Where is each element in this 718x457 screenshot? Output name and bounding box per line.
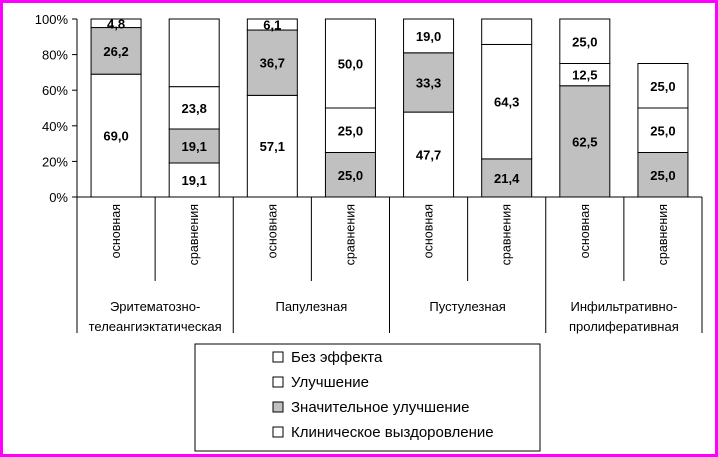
bar-segment: [637, 63, 689, 109]
bar-segment: [324, 18, 376, 109]
bar-segment: [246, 29, 298, 96]
legend-box: [194, 343, 541, 452]
y-tick-label: 0%: [49, 190, 68, 205]
bar-segment: [481, 18, 533, 45]
y-tick-label: 60%: [42, 83, 68, 98]
bar-category-label: основная: [265, 204, 279, 258]
data-label: 64,3: [494, 95, 519, 110]
y-tick-label: 80%: [42, 48, 68, 63]
group-label: телеангиэктатическая: [89, 319, 222, 334]
group-label: пролиферативная: [569, 319, 679, 334]
bar-segment: [90, 18, 142, 29]
y-tick-label: 40%: [42, 119, 68, 134]
bar-segment: [246, 18, 298, 31]
bar-segment: [637, 107, 689, 153]
bar-segment: [246, 94, 298, 198]
bar-category-label: сравнения: [656, 204, 670, 265]
group-label: Эритематозно-: [110, 299, 200, 314]
data-label: 25,0: [338, 123, 363, 138]
y-tick-label: 100%: [35, 12, 69, 27]
legend-label: Без эффекта: [291, 349, 383, 366]
data-label: 6,1: [263, 18, 281, 33]
bar-segment: [324, 107, 376, 153]
data-label: 19,1: [182, 173, 207, 188]
bar-category-label: сравнения: [343, 204, 357, 265]
bar-segment: [90, 73, 142, 198]
legend-swatch: [272, 401, 284, 413]
data-label: 19,1: [182, 139, 207, 154]
data-label: 47,7: [416, 148, 441, 163]
bar-segment: [168, 18, 220, 88]
data-label: 26,2: [103, 44, 128, 59]
bar-segment: [168, 128, 220, 164]
group-label: Инфильтративно-: [570, 299, 677, 314]
data-label: 12,5: [572, 68, 597, 83]
data-label: 25,0: [650, 168, 675, 183]
data-label: 25,0: [650, 123, 675, 138]
data-label: 23,8: [182, 101, 207, 116]
stacked-bar-chart: 0% 20% 40% 60% 80% 100% основная сравнения основ…: [35, 12, 703, 452]
bar-segment: [90, 27, 142, 75]
bar-category-label: сравнения: [187, 204, 201, 265]
data-label: 25,0: [338, 168, 363, 183]
data-label: 25,0: [650, 79, 675, 94]
group-label: Папулезная: [275, 299, 347, 314]
data-label: 62,5: [572, 134, 597, 149]
bar-segment: [168, 162, 220, 198]
legend-label: Клиническое выздоровление: [291, 424, 494, 441]
legend-swatch: [272, 426, 284, 438]
bar-segment: [403, 18, 455, 54]
legend-swatch: [272, 376, 284, 388]
data-label: 25,0: [572, 34, 597, 49]
data-label: 57,1: [260, 139, 285, 154]
data-label: 19,0: [416, 29, 441, 44]
bar-segment: [481, 158, 533, 198]
group-label: Пустулезная: [429, 299, 505, 314]
bar-segment: [559, 18, 611, 64]
y-tick-label: 20%: [42, 154, 68, 169]
legend-swatch: [272, 351, 284, 363]
legend-label: Значительное улучшение: [291, 399, 469, 416]
bar-category-label: основная: [422, 204, 436, 258]
data-label: 36,7: [260, 56, 285, 71]
data-label: 50,0: [338, 57, 363, 72]
bar-category-label: основная: [578, 204, 592, 258]
bar-category-label: сравнения: [500, 204, 514, 265]
bar-category-label: основная: [109, 204, 123, 258]
data-label: 4,8: [107, 16, 125, 31]
legend-label: Улучшение: [291, 374, 369, 391]
data-label: 33,3: [416, 75, 441, 90]
data-label: 69,0: [103, 129, 128, 144]
bar-segment: [481, 43, 533, 160]
bar-segment: [403, 52, 455, 113]
data-label: 21,4: [494, 171, 520, 186]
